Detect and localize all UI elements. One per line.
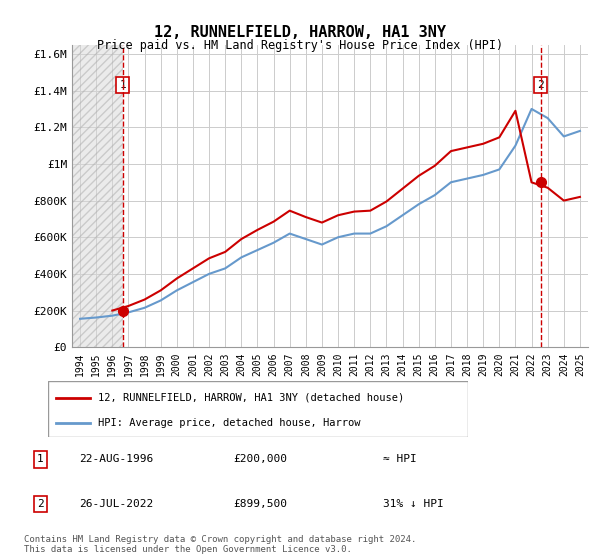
FancyBboxPatch shape	[48, 381, 468, 437]
Text: 1: 1	[37, 454, 44, 464]
Text: 2: 2	[538, 80, 544, 90]
Text: 12, RUNNELFIELD, HARROW, HA1 3NY: 12, RUNNELFIELD, HARROW, HA1 3NY	[154, 25, 446, 40]
Text: Contains HM Land Registry data © Crown copyright and database right 2024.
This d: Contains HM Land Registry data © Crown c…	[24, 535, 416, 554]
Text: 26-JUL-2022: 26-JUL-2022	[79, 499, 154, 509]
Text: ≈ HPI: ≈ HPI	[383, 454, 416, 464]
Text: 2: 2	[37, 499, 44, 509]
Text: 12, RUNNELFIELD, HARROW, HA1 3NY (detached house): 12, RUNNELFIELD, HARROW, HA1 3NY (detach…	[98, 393, 404, 403]
Text: Price paid vs. HM Land Registry's House Price Index (HPI): Price paid vs. HM Land Registry's House …	[97, 39, 503, 52]
Text: £899,500: £899,500	[234, 499, 288, 509]
Bar	[72, 45, 122, 347]
Text: £200,000: £200,000	[234, 454, 288, 464]
Text: HPI: Average price, detached house, Harrow: HPI: Average price, detached house, Harr…	[98, 418, 361, 428]
Text: 31% ↓ HPI: 31% ↓ HPI	[383, 499, 443, 509]
Text: 22-AUG-1996: 22-AUG-1996	[79, 454, 154, 464]
Text: 1: 1	[119, 80, 126, 90]
